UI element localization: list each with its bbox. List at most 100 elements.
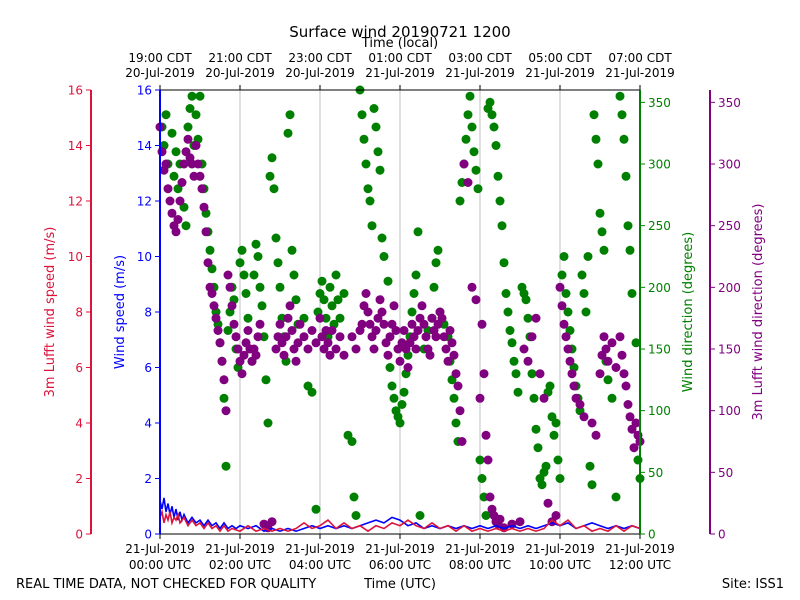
lufft_dir-point [569,381,579,391]
lufft_dir-tick-label: 100 [718,404,741,418]
wind_dir-point [505,326,515,335]
lufft_dir-point [477,319,487,329]
lufft_dir-point [481,430,491,440]
wind_dir-point [395,418,405,428]
lufft_dir-tick-label: 350 [718,96,741,110]
bottom-tick-date: 21-Jul-2019 [365,542,435,556]
wind_dir-point [399,387,409,397]
bottom-tick-time: 04:00 UTC [289,558,351,572]
wind_dir-point [237,245,247,255]
lufft_dir-point [163,184,173,194]
lufft_dir-point [559,319,569,329]
lufft_dir-point [279,350,289,360]
wind_dir-point [631,338,641,348]
lufft_dir-point [495,514,505,524]
wind_dir-point [385,363,395,372]
lufft_dir-tick-label: 300 [718,158,741,172]
wind_dir-point [617,110,627,120]
wind_dir-point [555,474,565,483]
top-tick-date: 20-Jul-2019 [285,66,355,80]
wind_dir-point [485,97,495,107]
wind_dir-point [275,282,285,292]
lufft_dir-point [167,208,177,218]
wind_dir-point [363,184,373,194]
lufft_dir-point [371,326,381,335]
wind_dir-point [291,295,301,305]
lufft_dir-point [619,369,629,379]
wind_speed-tick-label: 0 [144,528,152,542]
bottom-tick-time: 08:00 UTC [449,558,511,572]
wind_dir-point [369,104,379,113]
wind_dir-tick-label: 0 [648,528,656,542]
lufft_dir-point [361,289,371,298]
wind_dir-point [271,233,281,243]
wind_dir-point [451,418,461,428]
site-label: Site: ISS1 [722,577,784,592]
wind_speed-tick-label: 2 [144,472,152,486]
wind_dir-point [333,295,343,305]
wind_dir-point [495,196,505,206]
lufft_dir-point [213,326,223,335]
lufft_dir-point [439,332,449,342]
lufft_dir-tick-label: 50 [718,466,733,480]
lufft_dir-point [587,418,597,428]
lufft_dir-point [617,350,627,360]
lufft_dir-point [467,282,477,292]
lufft_dir-point [311,338,321,348]
lufft_dir-point [567,369,577,379]
top-tick-time: 21:00 CDT [208,51,272,65]
lufft_dir-point [425,350,435,360]
lufft_dir-point [413,326,423,335]
lufft_dir-point [351,344,361,354]
wind_dir-point [283,128,293,138]
wind_dir-point [481,511,491,520]
lufft_dir-point [315,313,325,323]
lufft_dir-point [595,369,605,379]
wind_dir-point [181,221,191,231]
lufft_dir-point [303,344,313,354]
wind_dir-point [243,313,253,323]
wind_dir-point [461,134,471,144]
lufft_dir-tick-label: 150 [718,343,741,357]
wind_dir-axis: 0 50 100 150 200 250 300 350 Wind direction (deg… [639,90,696,542]
lufft_dir-point [339,350,349,360]
bottom-tick-date: 21-Jul-2019 [285,542,355,556]
lufft_dir-point [243,326,253,335]
lufft_dir-point [385,332,395,342]
lufft_dir-point [403,363,413,372]
wind_dir-point [307,387,317,397]
wind_dir-point [475,455,485,465]
wind_dir-point [387,381,397,391]
lufft_dir-point [565,356,575,366]
wind_dir-point [619,134,629,144]
wind_dir-tick-label: 350 [648,96,671,110]
lufft_dir-point [165,196,175,206]
lufft_dir-point [399,326,409,335]
top-tick-date: 21-Jul-2019 [445,66,515,80]
lufft_dir-point [427,313,437,323]
wind_dir-point [513,387,523,397]
wind_dir-point [583,252,593,261]
top-tick-time: 23:00 CDT [288,51,352,65]
wind_dir-point [261,375,271,385]
wind_dir-point [589,110,599,120]
lufft_dir-point [233,344,243,354]
top-tick-date: 20-Jul-2019 [205,66,275,80]
top-tick-time: 01:00 CDT [368,51,432,65]
wind_dir-point [467,122,477,132]
wind_dir-point [593,159,603,169]
wind_speed-tick-label: 6 [144,361,152,375]
lufft_dir-point [227,301,237,311]
series-lufft_speed [159,508,641,533]
lufft_dir-point [561,332,571,342]
wind_dir-point [615,91,625,101]
wind_dir-point [263,418,273,428]
lufft_dir-point [327,326,337,335]
wind_dir-point [205,245,215,255]
lufft_dir-point [251,350,261,360]
wind_dir-point [319,295,329,305]
lufft_dir-point [463,178,473,187]
lufft_dir-point [221,406,231,416]
lufft_dir-point [523,356,533,366]
wind_dir-point [581,307,591,317]
